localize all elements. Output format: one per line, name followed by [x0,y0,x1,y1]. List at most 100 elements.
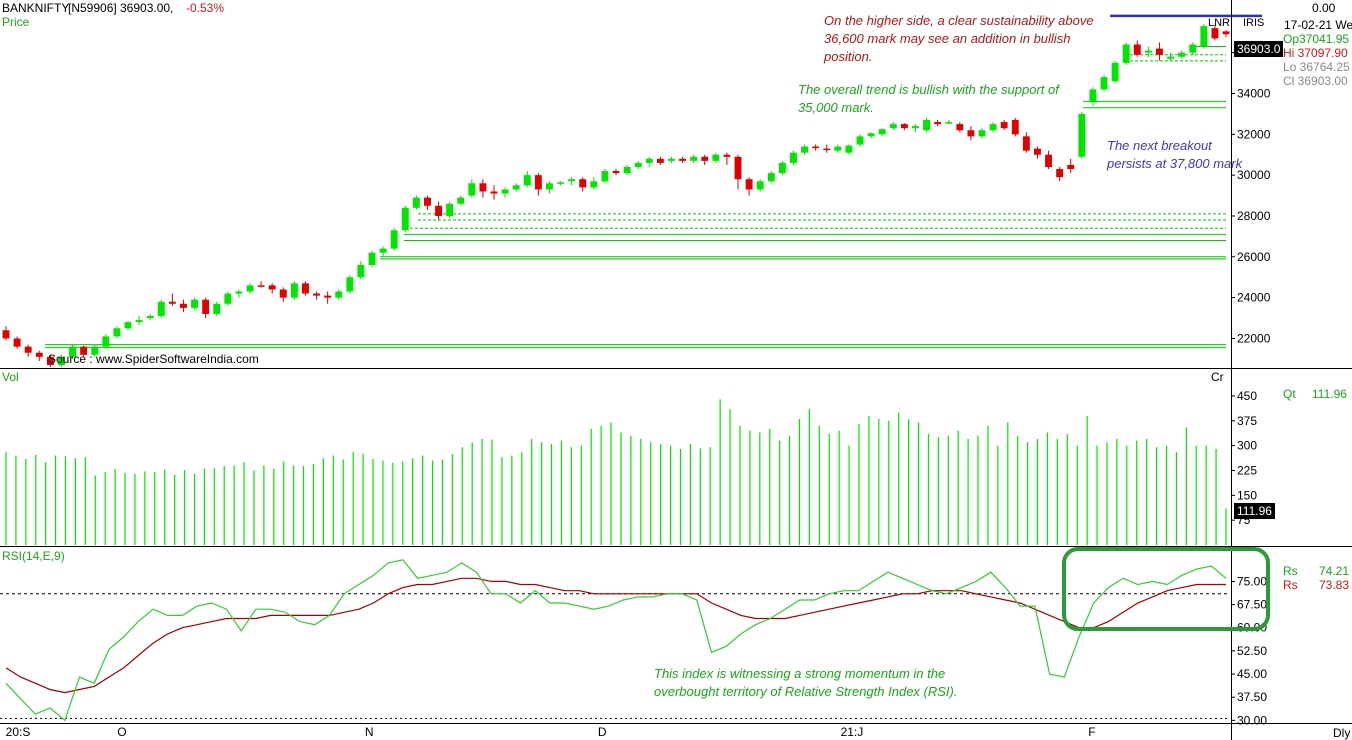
price-candle [623,164,631,176]
price-candle [191,297,198,310]
rsi-tick-label: 37.50 [1237,690,1267,704]
price-candles [2,24,1230,368]
current-date: 17-02-21 We [1284,18,1352,32]
price-tick-label: 22000 [1237,331,1271,345]
price-candle [1111,60,1119,84]
price-tick-label: 26000 [1237,250,1271,264]
note-rsi: This index is witnessing a strong moment… [654,666,958,699]
note-higher-side: On the higher side, a clear sustainabili… [824,13,1094,64]
price-candle [867,132,875,139]
price-candle [1178,50,1186,59]
price-candle [1100,75,1108,92]
period-label: Dly [1333,726,1351,740]
price-candle [523,171,531,188]
price-candle [1034,146,1041,159]
price-candle [601,169,609,184]
price-candle [1067,158,1075,174]
volume-tick-label: 375 [1237,414,1257,428]
price-candle [135,316,143,326]
price-candle [1089,87,1097,106]
price-candle [1133,40,1141,57]
price-candle [1000,120,1008,131]
price-candle [834,144,842,153]
price-candle [168,293,176,306]
price-candle [845,144,853,155]
price-candle [424,195,431,210]
price-candle [479,179,487,198]
price-candle [69,344,76,359]
price-candle [701,154,709,165]
price-candle [213,301,221,317]
price-candle [1156,42,1163,61]
qt-label: Qt [1283,387,1296,401]
price-candle [268,283,276,294]
price-candle [912,124,919,133]
x-tick-label: F [1088,725,1095,739]
price-candle [246,283,254,294]
price-candle [1056,166,1064,182]
volume-tick-label: 225 [1237,463,1257,477]
price-candle [1078,111,1086,159]
price-candle [501,187,509,198]
price-candle [900,123,908,131]
price-candle [823,144,831,153]
price-candle [1167,52,1174,61]
price-candle [257,281,265,288]
price-candle [1011,117,1019,137]
rsi-rs2-label: Rs [1283,578,1298,592]
volume-corner-label: Cr [1211,370,1224,384]
price-candle [46,354,54,368]
x-tick-label: 21:J [841,725,864,739]
volume-tick-label: 450 [1237,389,1257,403]
price-candle [401,205,409,233]
price-candle [58,354,65,368]
x-tick-label: D [598,725,607,739]
price-candle [645,156,653,167]
price-candle [923,117,930,133]
price-candle [878,128,886,137]
price-candle [290,281,298,300]
price-candle [734,154,742,190]
price-candle [113,326,121,339]
price-candle [379,246,387,257]
price-candle [812,144,820,151]
price-candle [91,344,99,357]
price-candle [2,326,10,341]
price-candle [712,152,720,163]
price-candle [368,250,376,268]
price-candle [967,126,975,141]
price-tick-label: 24000 [1237,291,1271,305]
price-candle [690,154,698,163]
rsi-signal-line [5,577,1226,694]
price-candle [180,299,187,312]
rsi-rs1-value: 74.21 [1319,564,1350,578]
price-candle [778,160,786,176]
price-candle [790,150,797,165]
price-candle [1045,150,1052,170]
iris-label: IRIS [1243,17,1265,29]
price-candle [579,177,587,192]
price-candle [202,297,210,319]
price-candle [668,156,675,163]
price-candle [457,195,465,206]
price-candle [534,173,542,196]
price-candle [490,185,498,200]
x-tick-label: O [117,725,126,739]
ohlc-low: Lo 36764.25 [1283,60,1350,74]
price-candle [989,122,997,133]
price-candle [279,287,287,302]
price-candle [124,321,132,331]
x-tick-label: N [365,725,374,739]
price-candle [313,291,320,300]
price-candle [612,169,620,176]
volume-panel-label: Vol [2,370,19,384]
price-candle [801,144,808,155]
price-candle [546,181,553,194]
price-candle [590,177,598,190]
rsi-lines [0,559,1228,722]
price-candle [756,179,764,192]
price-candle [235,289,243,298]
price-candle [679,156,686,163]
